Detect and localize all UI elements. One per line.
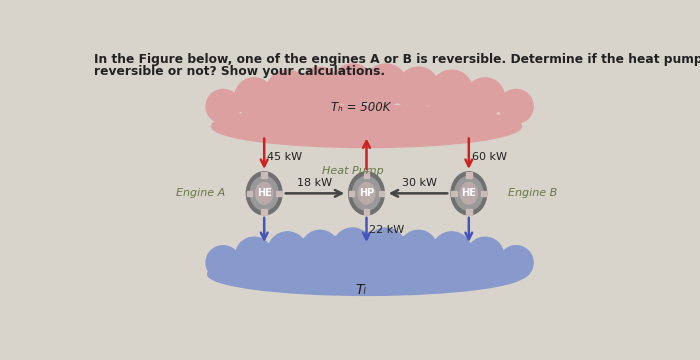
Ellipse shape — [246, 172, 282, 215]
Circle shape — [285, 80, 316, 110]
Ellipse shape — [251, 176, 278, 210]
Circle shape — [433, 232, 471, 270]
Circle shape — [398, 67, 439, 107]
Circle shape — [391, 77, 419, 105]
Ellipse shape — [211, 105, 522, 148]
FancyBboxPatch shape — [452, 191, 457, 196]
Circle shape — [321, 77, 349, 105]
Circle shape — [268, 232, 307, 270]
Ellipse shape — [256, 183, 273, 204]
Circle shape — [206, 89, 240, 123]
Text: In the Figure below, one of the engines A or B is reversible. Determine if the h: In the Figure below, one of the engines … — [94, 53, 700, 66]
Circle shape — [256, 88, 284, 116]
Text: HE: HE — [461, 188, 476, 198]
Circle shape — [426, 239, 454, 266]
Circle shape — [365, 64, 407, 105]
Ellipse shape — [461, 183, 477, 204]
Circle shape — [425, 80, 456, 110]
Circle shape — [267, 70, 309, 112]
Circle shape — [234, 78, 274, 116]
Circle shape — [333, 228, 372, 266]
Ellipse shape — [349, 172, 384, 215]
Circle shape — [367, 228, 405, 266]
FancyBboxPatch shape — [262, 209, 267, 215]
Circle shape — [458, 244, 484, 270]
Text: HP: HP — [359, 188, 374, 198]
FancyBboxPatch shape — [466, 172, 472, 177]
FancyBboxPatch shape — [262, 172, 267, 177]
Circle shape — [206, 246, 240, 280]
FancyBboxPatch shape — [247, 191, 252, 196]
Circle shape — [430, 70, 473, 112]
Circle shape — [287, 239, 314, 266]
Circle shape — [302, 230, 339, 267]
Circle shape — [300, 67, 340, 107]
Text: Engine A: Engine A — [176, 188, 225, 198]
Text: Heat Pump: Heat Pump — [322, 166, 384, 176]
Text: 45 kW: 45 kW — [267, 152, 302, 162]
Circle shape — [466, 78, 505, 116]
Text: 60 kW: 60 kW — [472, 152, 507, 162]
Text: 18 kW: 18 kW — [297, 178, 332, 188]
Ellipse shape — [455, 176, 483, 210]
Text: Tₗ: Tₗ — [355, 283, 365, 297]
Text: 22 kW: 22 kW — [369, 225, 404, 235]
Text: HE: HE — [257, 188, 272, 198]
Ellipse shape — [353, 176, 381, 210]
Text: Tₕ = 500K: Tₕ = 500K — [330, 100, 390, 114]
Text: reversible or not? Show your calculations.: reversible or not? Show your calculation… — [94, 65, 385, 78]
Circle shape — [322, 237, 349, 263]
Text: 30 kW: 30 kW — [402, 178, 437, 188]
Circle shape — [499, 246, 533, 280]
FancyBboxPatch shape — [379, 191, 384, 196]
FancyBboxPatch shape — [466, 209, 472, 215]
Circle shape — [235, 237, 273, 274]
FancyBboxPatch shape — [276, 191, 281, 196]
Circle shape — [356, 76, 384, 103]
Circle shape — [357, 235, 384, 261]
Circle shape — [392, 237, 419, 263]
Ellipse shape — [358, 183, 375, 204]
Circle shape — [332, 64, 374, 105]
Circle shape — [457, 88, 485, 116]
FancyBboxPatch shape — [364, 172, 369, 177]
FancyBboxPatch shape — [349, 191, 354, 196]
Ellipse shape — [208, 253, 526, 295]
Circle shape — [466, 237, 504, 274]
FancyBboxPatch shape — [364, 209, 369, 215]
Circle shape — [400, 230, 437, 267]
FancyBboxPatch shape — [481, 191, 486, 196]
Text: Engine B: Engine B — [508, 188, 556, 198]
Ellipse shape — [451, 172, 486, 215]
Circle shape — [499, 89, 533, 123]
Circle shape — [256, 244, 283, 270]
